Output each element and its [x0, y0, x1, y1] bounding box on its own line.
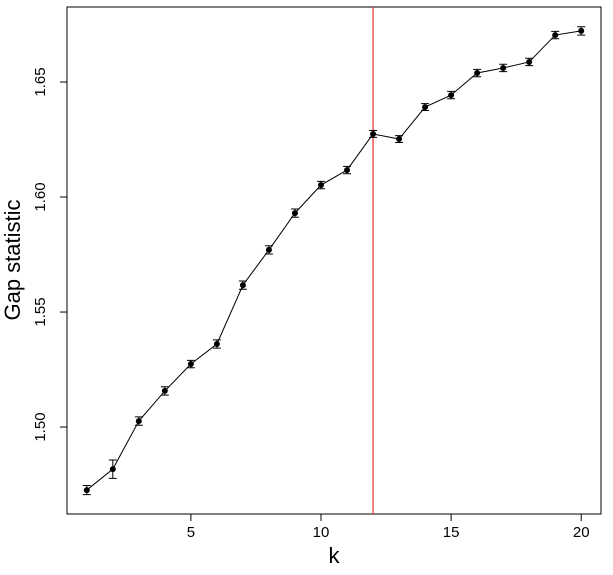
- y-tick-label: 1.60: [32, 182, 49, 211]
- point: [422, 104, 429, 111]
- point: [291, 210, 298, 217]
- y-axis-title: Gap statistic: [0, 199, 25, 320]
- point: [213, 341, 220, 348]
- point: [317, 182, 324, 189]
- x-tick-label: 10: [313, 524, 330, 541]
- series-line: [86, 30, 582, 491]
- x-tick-label: 5: [187, 524, 195, 541]
- point: [265, 246, 272, 253]
- y-tick-label: 1.55: [32, 297, 49, 326]
- point: [474, 70, 481, 77]
- point: [187, 361, 194, 368]
- y-tick-label: 1.65: [32, 67, 49, 96]
- point: [526, 58, 533, 65]
- point: [344, 167, 351, 174]
- x-axis-title: k: [329, 543, 341, 568]
- point: [552, 32, 559, 39]
- point: [83, 487, 90, 494]
- x-tick-label: 15: [443, 524, 460, 541]
- point: [578, 27, 585, 34]
- plot-frame: [66, 6, 602, 515]
- point: [135, 418, 142, 425]
- y-tick-label: 1.50: [32, 412, 49, 441]
- point: [239, 282, 246, 289]
- point: [396, 136, 403, 143]
- point: [370, 130, 377, 137]
- point: [109, 466, 116, 473]
- x-tick-label: 20: [573, 524, 590, 541]
- point: [161, 387, 168, 394]
- point: [448, 92, 455, 99]
- point: [500, 64, 507, 71]
